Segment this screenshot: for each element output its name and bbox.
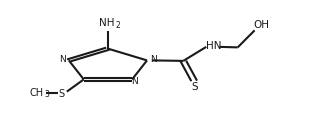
Text: S: S	[58, 89, 65, 99]
Text: N: N	[150, 55, 157, 64]
Text: N: N	[132, 77, 138, 86]
Text: N: N	[59, 55, 66, 64]
Text: 2: 2	[116, 21, 121, 30]
Text: HN: HN	[206, 41, 222, 51]
Text: OH: OH	[254, 20, 270, 30]
Text: NH: NH	[99, 18, 115, 28]
Text: CH: CH	[29, 88, 43, 98]
Text: S: S	[191, 82, 198, 92]
Text: 3: 3	[45, 90, 50, 99]
